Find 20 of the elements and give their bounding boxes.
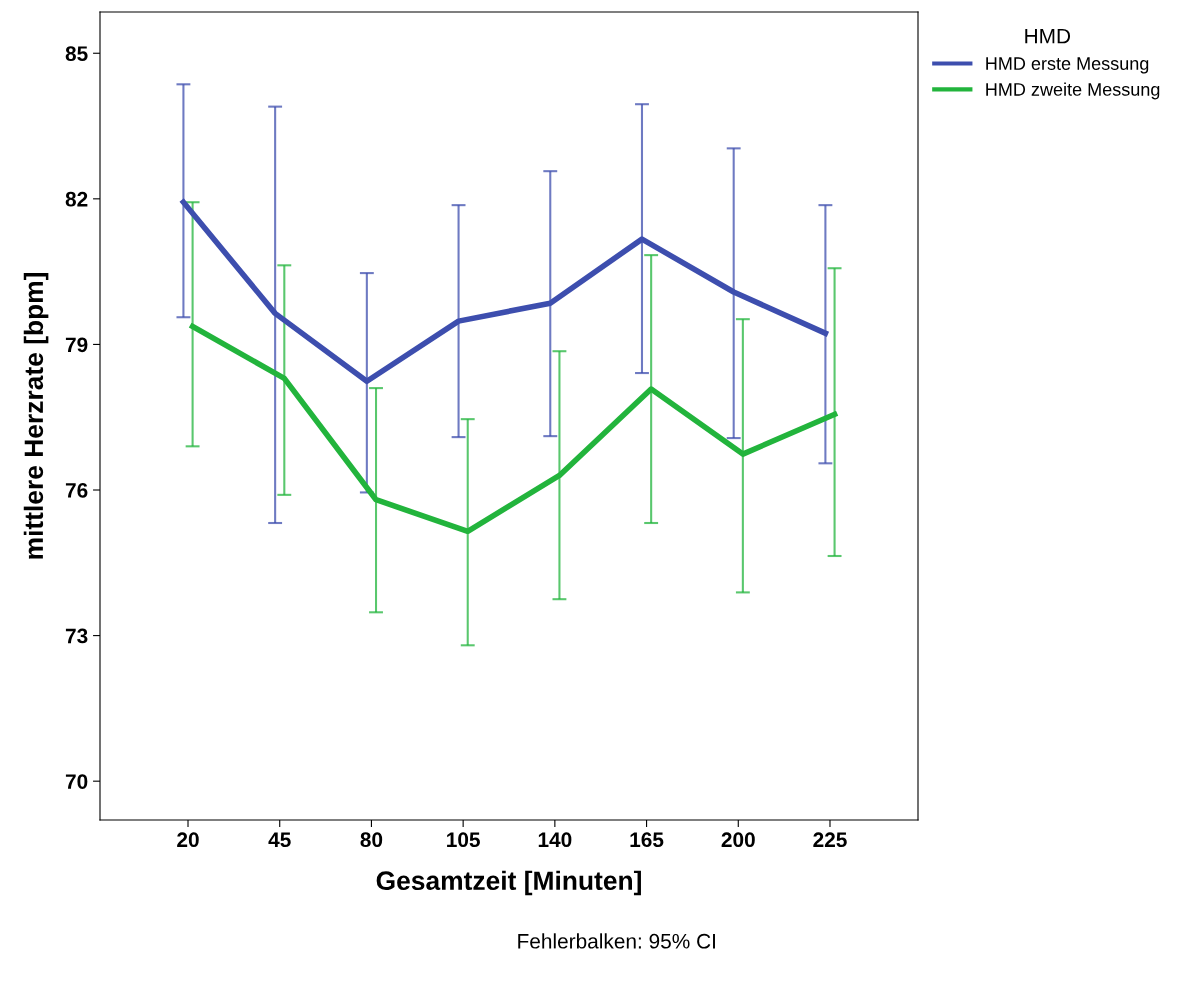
y-tick-label: 76: [65, 483, 88, 498]
y-tick-label: 79: [65, 337, 88, 353]
y-tick-label: 85: [65, 46, 88, 61]
legend-label: HMD erste Messung: [986, 57, 1149, 74]
x-tick-label: 20: [177, 832, 199, 848]
x-axis-title: Gesamtzeit [Minuten]: [376, 870, 641, 896]
y-tick-label: 82: [65, 191, 88, 207]
x-tick-label: 225: [813, 832, 847, 848]
x-tick-label: 80: [360, 832, 383, 848]
x-tick-label: 200: [721, 832, 755, 848]
y-axis-title: mittlere Herzrate [bpm]: [23, 273, 49, 559]
x-tick-label: 165: [630, 832, 664, 848]
x-tick-label: 45: [268, 832, 291, 848]
y-tick-label: 73: [65, 628, 88, 644]
x-tick-label: 140: [538, 832, 572, 848]
legend-title: HMD: [1025, 29, 1071, 44]
text: Fehlerbalken: 95% CI: [518, 933, 715, 949]
y-tick-label: 70: [65, 774, 88, 789]
x-tick-label: 105: [447, 832, 480, 848]
legend-label: HMD zweite Messung: [986, 82, 1160, 100]
